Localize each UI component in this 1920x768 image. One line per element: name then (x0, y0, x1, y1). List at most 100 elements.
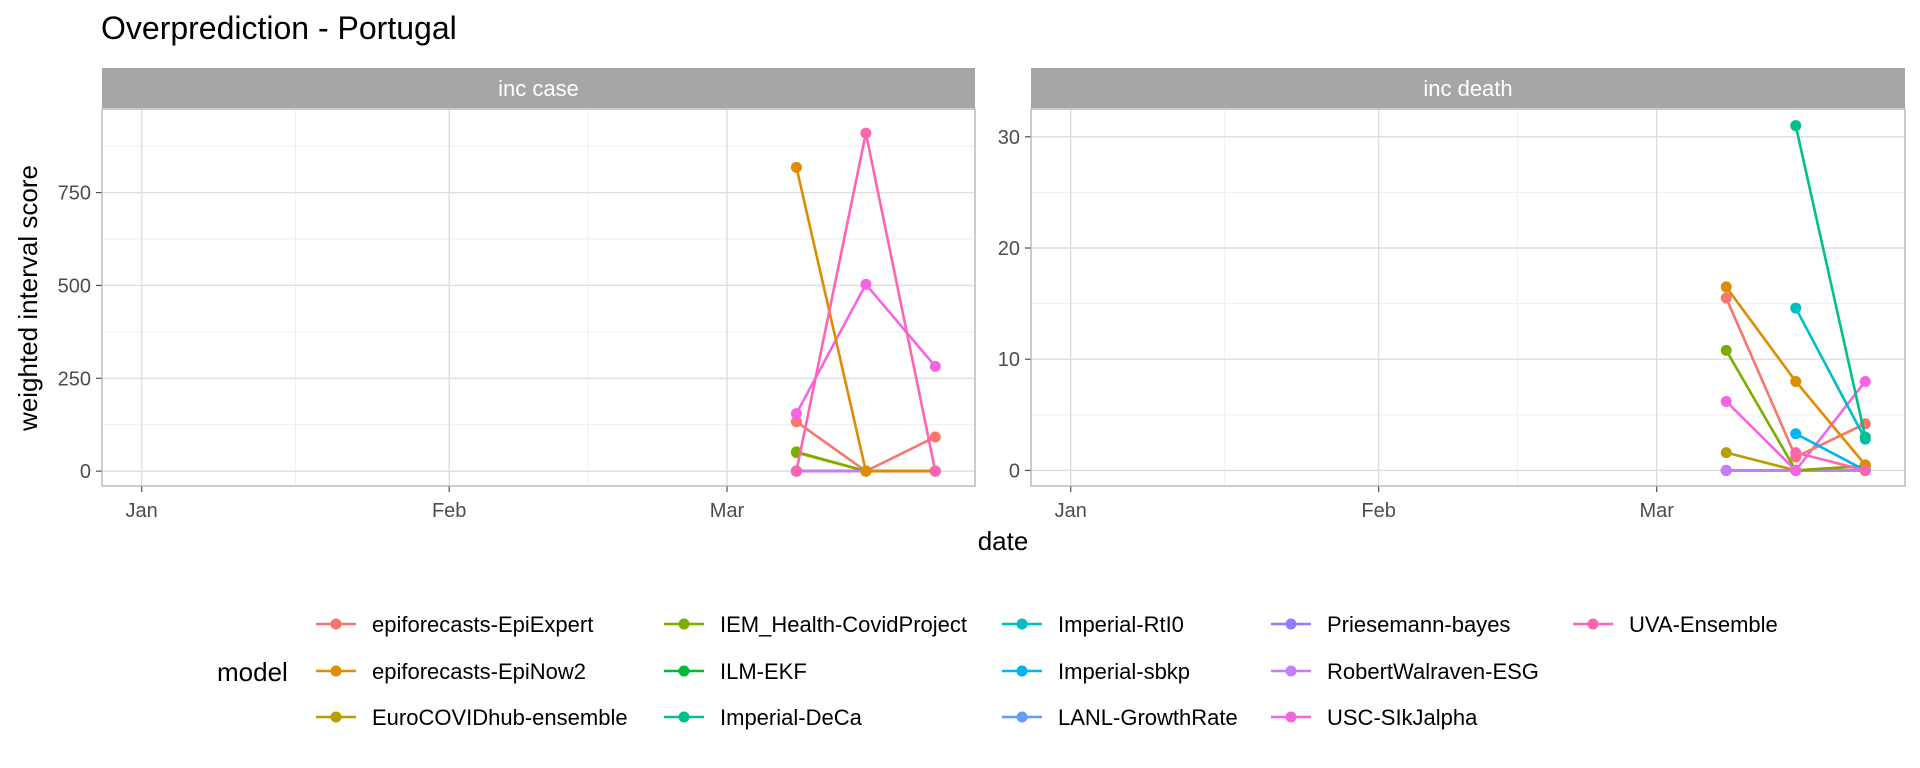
point-usc-sikjalpha (1790, 464, 1802, 476)
point-imperial-deca (1790, 120, 1802, 132)
legend-label: RobertWalraven-ESG (1327, 659, 1539, 684)
point-uva-ensemble (860, 127, 872, 139)
series-line-epiforecasts-epiexpert (795, 420, 868, 473)
legend-key-point (1016, 665, 1028, 677)
legend-label: Priesemann-bayes (1327, 612, 1510, 637)
series-line-epiforecasts-epiexpert (864, 435, 937, 473)
legend-label: ILM-EKF (720, 659, 807, 684)
series-line-usc-sikjalpha (795, 283, 868, 415)
series-line-iem-health-covidproject (1724, 349, 1798, 472)
x-axis-title: date (978, 526, 1029, 556)
legend-label: Imperial-DeCa (720, 705, 863, 730)
point-epiforecasts-epiexpert (929, 431, 941, 443)
y-tick-label: 750 (58, 183, 91, 205)
legend-key-point (678, 711, 690, 723)
series-group (1720, 120, 1871, 476)
legend-item-iem-health-covidproject: IEM_Health-CovidProject (664, 612, 967, 637)
y-tick-label: 0 (1009, 460, 1020, 482)
legend-item-robertwalraven-esg: RobertWalraven-ESG (1271, 659, 1539, 684)
point-eurocovidhub-ensemble (1720, 447, 1732, 459)
point-epiforecasts-epiexpert (1720, 292, 1732, 304)
series-line-imperial-rti0 (1794, 306, 1867, 441)
legend-label: Imperial-RtI0 (1058, 612, 1184, 637)
series-line-uva-ensemble (864, 131, 937, 473)
legend-item-epiforecasts-epiexpert: epiforecasts-EpiExpert (316, 612, 593, 637)
facet-panel-inc-death: inc death 0 10 20 30 Jan Feb Mar (998, 68, 1906, 522)
legend-item-imperial-deca: Imperial-DeCa (664, 705, 863, 730)
panel-border (101, 108, 976, 487)
legend-label: UVA-Ensemble (1629, 612, 1778, 637)
series-line-usc-sikjalpha (1724, 400, 1798, 472)
panel-border (1030, 108, 1906, 487)
facet-panels: inc case 0 250 500 750 Jan Feb Mar inc death 0 10 2… (58, 68, 1906, 522)
x-tick-label: Feb (432, 500, 466, 522)
series-line-epiforecasts-epiexpert (1794, 422, 1867, 459)
legend-item-ilm-ekf: ILM-EKF (664, 659, 807, 684)
point-epiforecasts-epinow2 (1790, 375, 1802, 387)
point-epiforecasts-epiexpert (790, 416, 802, 428)
legend-title: model (217, 657, 288, 687)
legend-label: epiforecasts-EpiExpert (372, 612, 593, 637)
series-group (790, 127, 941, 477)
point-usc-sikjalpha (1720, 395, 1732, 407)
point-epiforecasts-epinow2 (790, 161, 802, 173)
series-line-uva-ensemble (1794, 451, 1867, 472)
series-line-uva-ensemble (795, 131, 868, 473)
plot-title: Overprediction - Portugal (101, 10, 457, 46)
legend-item-eurocovidhub-ensemble: EuroCOVIDhub-ensemble (316, 705, 628, 730)
series-line-epiforecasts-epinow2 (1724, 285, 1798, 383)
point-uva-ensemble (1859, 464, 1871, 476)
legend-key-point (678, 665, 690, 677)
series-line-imperial-sbkp (1794, 432, 1867, 472)
x-tick-label: Jan (1055, 500, 1087, 522)
legend-key-point (330, 618, 342, 630)
facet-strip (102, 68, 975, 108)
point-epiforecasts-epinow2 (1720, 281, 1732, 293)
y-tick-label: 30 (998, 127, 1020, 149)
legend-item-uva-ensemble: UVA-Ensemble (1573, 612, 1778, 637)
legend-item-usc-sikjalpha: USC-SIkJalpha (1271, 705, 1478, 730)
point-usc-sikjalpha (1859, 375, 1871, 387)
series-line-eurocovidhub-ensemble (1724, 451, 1798, 472)
point-iem-health-covidproject (1720, 344, 1732, 356)
legend-key-point (330, 711, 342, 723)
legend-key-point (1016, 618, 1028, 630)
legend: model epiforecasts-EpiExpert epiforecasts… (217, 612, 1778, 730)
series-line-epiforecasts-epiexpert (1724, 296, 1798, 459)
y-tick-label: 10 (998, 349, 1020, 371)
legend-key-point (1285, 618, 1297, 630)
legend-item-lanl-growthrate: LANL-GrowthRate (1002, 705, 1238, 730)
facet-panel-inc-case: inc case 0 250 500 750 Jan Feb Mar (58, 68, 976, 522)
legend-key-point (678, 618, 690, 630)
series-line-epiforecasts-epinow2 (1794, 380, 1867, 467)
legend-key-point (330, 665, 342, 677)
legend-label: IEM_Health-CovidProject (720, 612, 967, 637)
point-uva-ensemble (790, 465, 802, 477)
point-usc-sikjalpha (860, 278, 872, 290)
series-line-epiforecasts-epinow2 (795, 166, 868, 473)
x-tick-label: Mar (1639, 500, 1674, 522)
x-tick-label: Mar (710, 500, 745, 522)
y-tick-label: 0 (80, 461, 91, 483)
y-tick-label: 20 (998, 238, 1020, 260)
y-tick-label: 250 (58, 368, 91, 390)
point-imperial-rti0 (1790, 302, 1802, 314)
facet-strip (1031, 68, 1905, 108)
x-tick-label: Jan (126, 500, 158, 522)
y-tick-label: 500 (58, 275, 91, 297)
point-epiforecasts-epinow2 (860, 465, 872, 477)
legend-label: EuroCOVIDhub-ensemble (372, 705, 628, 730)
legend-label: USC-SIkJalpha (1327, 705, 1478, 730)
legend-key-point (1285, 711, 1297, 723)
legend-key-point (1587, 618, 1599, 630)
panel-background (1030, 108, 1906, 487)
legend-item-imperial-rti0: Imperial-RtI0 (1002, 612, 1184, 637)
point-imperial-deca (1859, 431, 1871, 443)
point-uva-ensemble (1790, 447, 1802, 459)
legend-label: Imperial-sbkp (1058, 659, 1190, 684)
point-usc-sikjalpha (929, 360, 941, 372)
legend-item-epiforecasts-epinow2: epiforecasts-EpiNow2 (316, 659, 586, 684)
point-imperial-sbkp (1790, 428, 1802, 440)
series-line-iem-health-covidproject (795, 450, 868, 473)
